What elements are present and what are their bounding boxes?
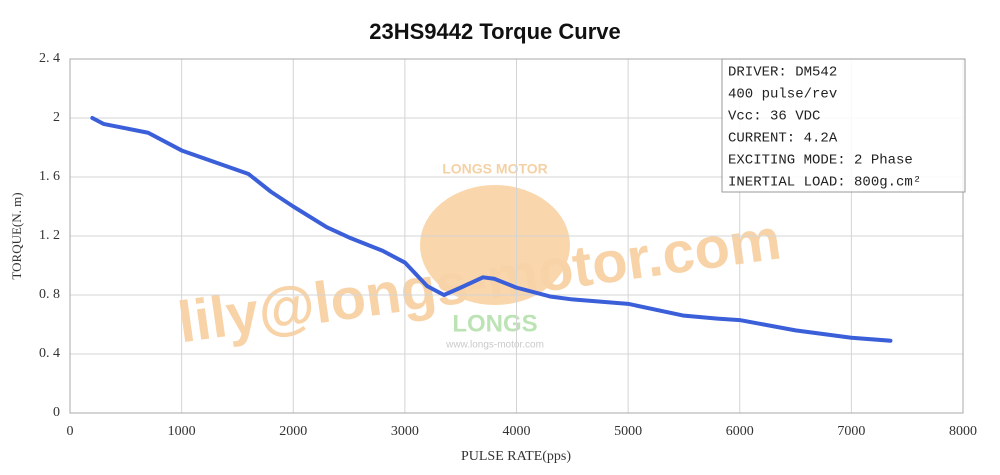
x-tick-label: 3000 [391, 424, 419, 439]
y-axis-label: TORQUE(N. m) [9, 192, 24, 279]
annotation: CURRENT: 4.2A [728, 131, 838, 147]
watermark-logo [420, 185, 570, 305]
annotation: 400 pulse/rev [728, 87, 837, 103]
x-tick-label: 2000 [279, 424, 307, 439]
y-tick-label: 0. 4 [39, 346, 60, 361]
watermark-arc: LONGS MOTOR [442, 161, 548, 177]
plot-border [69, 58, 964, 414]
watermark-site: www.longs-motor.com [445, 340, 544, 351]
annotation: DRIVER: DM542 [728, 65, 837, 81]
chart-title: 23HS9442 Torque Curve [369, 19, 620, 44]
annotation: Vcc: 36 VDC [728, 109, 820, 125]
x-tick-label: 7000 [837, 424, 865, 439]
y-tick-label: 0 [53, 405, 60, 420]
y-tick-label: 2 [53, 110, 60, 125]
x-tick-label: 1000 [168, 424, 196, 439]
x-axis-label: PULSE RATE(pps) [461, 449, 571, 464]
y-tick-label: 1. 2 [39, 228, 60, 243]
y-tick-label: 1. 6 [39, 169, 60, 184]
x-tick-label: 8000 [949, 424, 977, 439]
x-tick-label: 0 [67, 424, 74, 439]
y-tick-label: 0. 8 [39, 287, 60, 302]
y-tick-label: 2. 4 [39, 51, 60, 66]
annotation: INERTIAL LOAD: 800g.cm² [728, 175, 921, 191]
watermark-brand: LONGS [452, 310, 537, 337]
x-tick-label: 6000 [726, 424, 754, 439]
annotation-box [721, 58, 966, 193]
x-tick-label: 4000 [503, 424, 531, 439]
x-tick-label: 5000 [614, 424, 642, 439]
annotation: EXCITING MODE: 2 Phase [728, 153, 913, 169]
torque-line [90, 116, 893, 343]
